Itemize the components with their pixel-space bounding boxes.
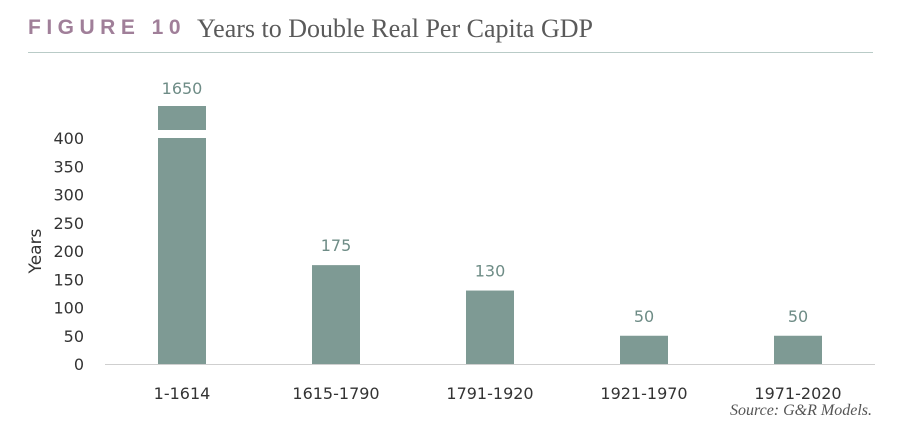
- data-label: 50: [634, 307, 654, 326]
- data-labels: 1650 175 130 50 50: [162, 79, 809, 326]
- bar: [774, 335, 822, 364]
- x-category-label: 1-1614: [154, 384, 211, 403]
- header-rule: [28, 52, 873, 53]
- y-tick-label: 100: [53, 299, 84, 318]
- x-category-label: 1921-1970: [600, 384, 687, 403]
- y-tick-label: 0: [74, 355, 84, 374]
- data-label: 1650: [162, 79, 203, 98]
- y-axis-ticks: 0 50 100 150 200 250 300 350 400: [53, 129, 84, 374]
- source-note: Source: G&R Models.: [729, 402, 872, 419]
- bar: [620, 335, 668, 364]
- x-category-label: 1791-1920: [446, 384, 533, 403]
- bar-break-segment: [158, 106, 206, 130]
- data-label: 50: [788, 307, 808, 326]
- y-tick-label: 200: [53, 242, 84, 261]
- data-label: 175: [321, 236, 352, 255]
- figure-label: FIGURE 10: [28, 16, 187, 39]
- y-tick-label: 400: [53, 129, 84, 148]
- category-labels: 1-1614 1615-1790 1791-1920 1921-1970 1971-20…: [154, 384, 842, 403]
- bar: [466, 290, 514, 364]
- y-tick-label: 350: [53, 157, 84, 176]
- bar: [312, 265, 360, 364]
- y-tick-label: 150: [53, 270, 84, 289]
- y-tick-label: 300: [53, 186, 84, 205]
- x-category-label: 1615-1790: [292, 384, 379, 403]
- y-tick-label: 50: [64, 327, 84, 346]
- y-tick-label: 250: [53, 214, 84, 233]
- data-label: 130: [475, 262, 506, 281]
- bars: [158, 106, 822, 364]
- figure-header: FIGURE 10 Years to Double Real Per Capit…: [28, 12, 873, 53]
- y-axis-title: Years: [26, 228, 46, 274]
- figure-title: Years to Double Real Per Capita GDP: [197, 14, 593, 43]
- x-category-label: 1971-2020: [754, 384, 841, 403]
- bar: [158, 138, 206, 364]
